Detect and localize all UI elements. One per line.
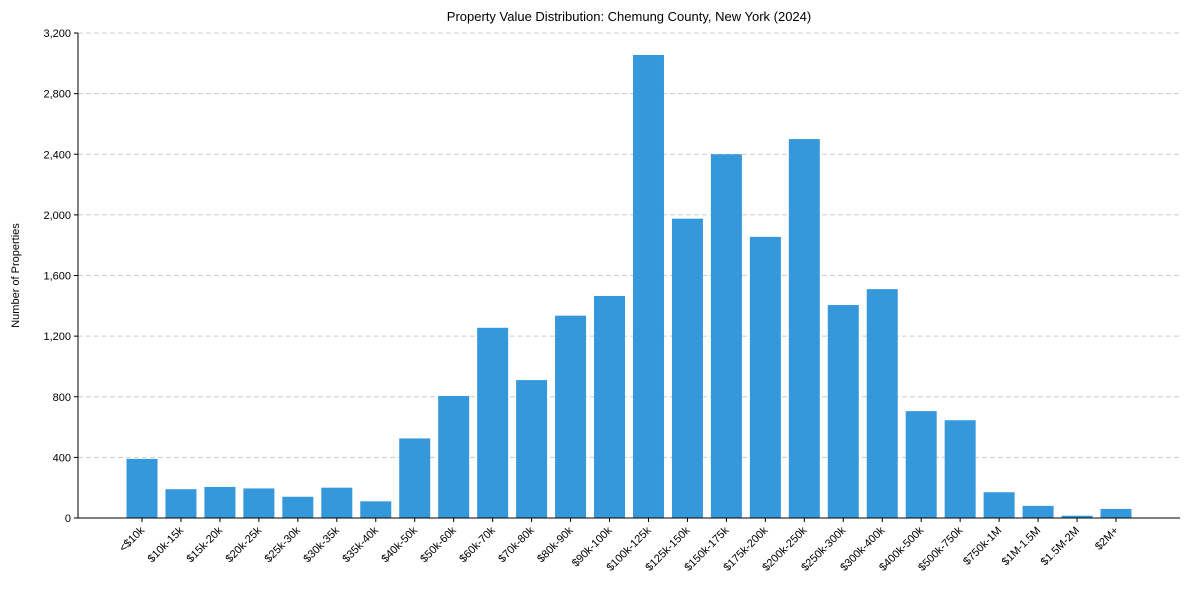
bar: [243, 488, 275, 518]
bar: [827, 305, 859, 518]
bar: [477, 327, 509, 518]
bar: [516, 380, 548, 518]
bar: [438, 395, 470, 518]
bar: [321, 487, 353, 518]
x-tick-label: <$10k: [117, 524, 147, 554]
x-tick-label: $1.5M-2M: [1039, 525, 1083, 569]
bar: [1061, 515, 1093, 518]
bar: [204, 486, 236, 518]
chart-title: Property Value Distribution: Chemung Cou…: [447, 9, 811, 24]
grid-lines: [78, 32, 1180, 458]
x-tick-label: $10k-15k: [146, 524, 187, 565]
bar: [555, 315, 587, 518]
bar: [905, 411, 937, 518]
y-tick-label: 2,000: [43, 210, 71, 222]
x-tick-label: $35k-40k: [340, 524, 381, 565]
bar: [1022, 505, 1054, 518]
x-tick-label: $50k-60k: [418, 524, 459, 565]
x-tick-label: $15k-20k: [185, 524, 226, 565]
bar: [788, 139, 820, 518]
bar: [710, 154, 742, 518]
x-tick-label: $60k-70k: [457, 524, 498, 565]
bar: [749, 236, 781, 518]
bar: [983, 492, 1015, 518]
x-tick-label: $40k-50k: [379, 524, 420, 565]
bar: [632, 54, 664, 518]
y-axis-label: Number of Properties: [10, 223, 22, 328]
x-tick-label: $20k-25k: [224, 524, 265, 565]
bar: [399, 438, 431, 518]
bar: [1100, 508, 1132, 518]
y-tick-label: 2,400: [43, 149, 71, 161]
y-tick-label: 400: [53, 452, 71, 464]
bar: [126, 458, 158, 518]
x-tick-label: $750k-1M: [961, 525, 1004, 568]
bar: [594, 295, 626, 518]
y-tick-label: 1,200: [43, 331, 71, 343]
x-ticks: <$10k$10k-15k$15k-20k$20k-25k$25k-30k$30…: [117, 518, 1121, 574]
bar: [866, 289, 898, 518]
bar: [165, 489, 197, 518]
bars: [126, 54, 1132, 518]
x-tick-label: $25k-30k: [262, 524, 303, 565]
y-ticks: 0 400 800 1,200 1,600 2,000 2,400 2,800 3,200: [43, 28, 78, 525]
y-tick-label: 1,600: [43, 271, 71, 283]
y-tick-label: 0: [65, 513, 71, 525]
y-tick-label: 2,800: [43, 89, 71, 101]
bar: [282, 496, 314, 518]
x-tick-label: $1M-1.5M: [1000, 525, 1044, 569]
x-tick-label: $30k-35k: [301, 524, 342, 565]
x-tick-label: $70k-80k: [496, 524, 537, 565]
bar: [944, 420, 976, 518]
bar: [671, 218, 703, 518]
x-tick-label: $80k-90k: [535, 524, 576, 565]
y-tick-label: 800: [53, 392, 71, 404]
y-tick-label: 3,200: [43, 28, 71, 40]
x-tick-label: $2M+: [1093, 525, 1121, 553]
bar: [360, 501, 392, 518]
